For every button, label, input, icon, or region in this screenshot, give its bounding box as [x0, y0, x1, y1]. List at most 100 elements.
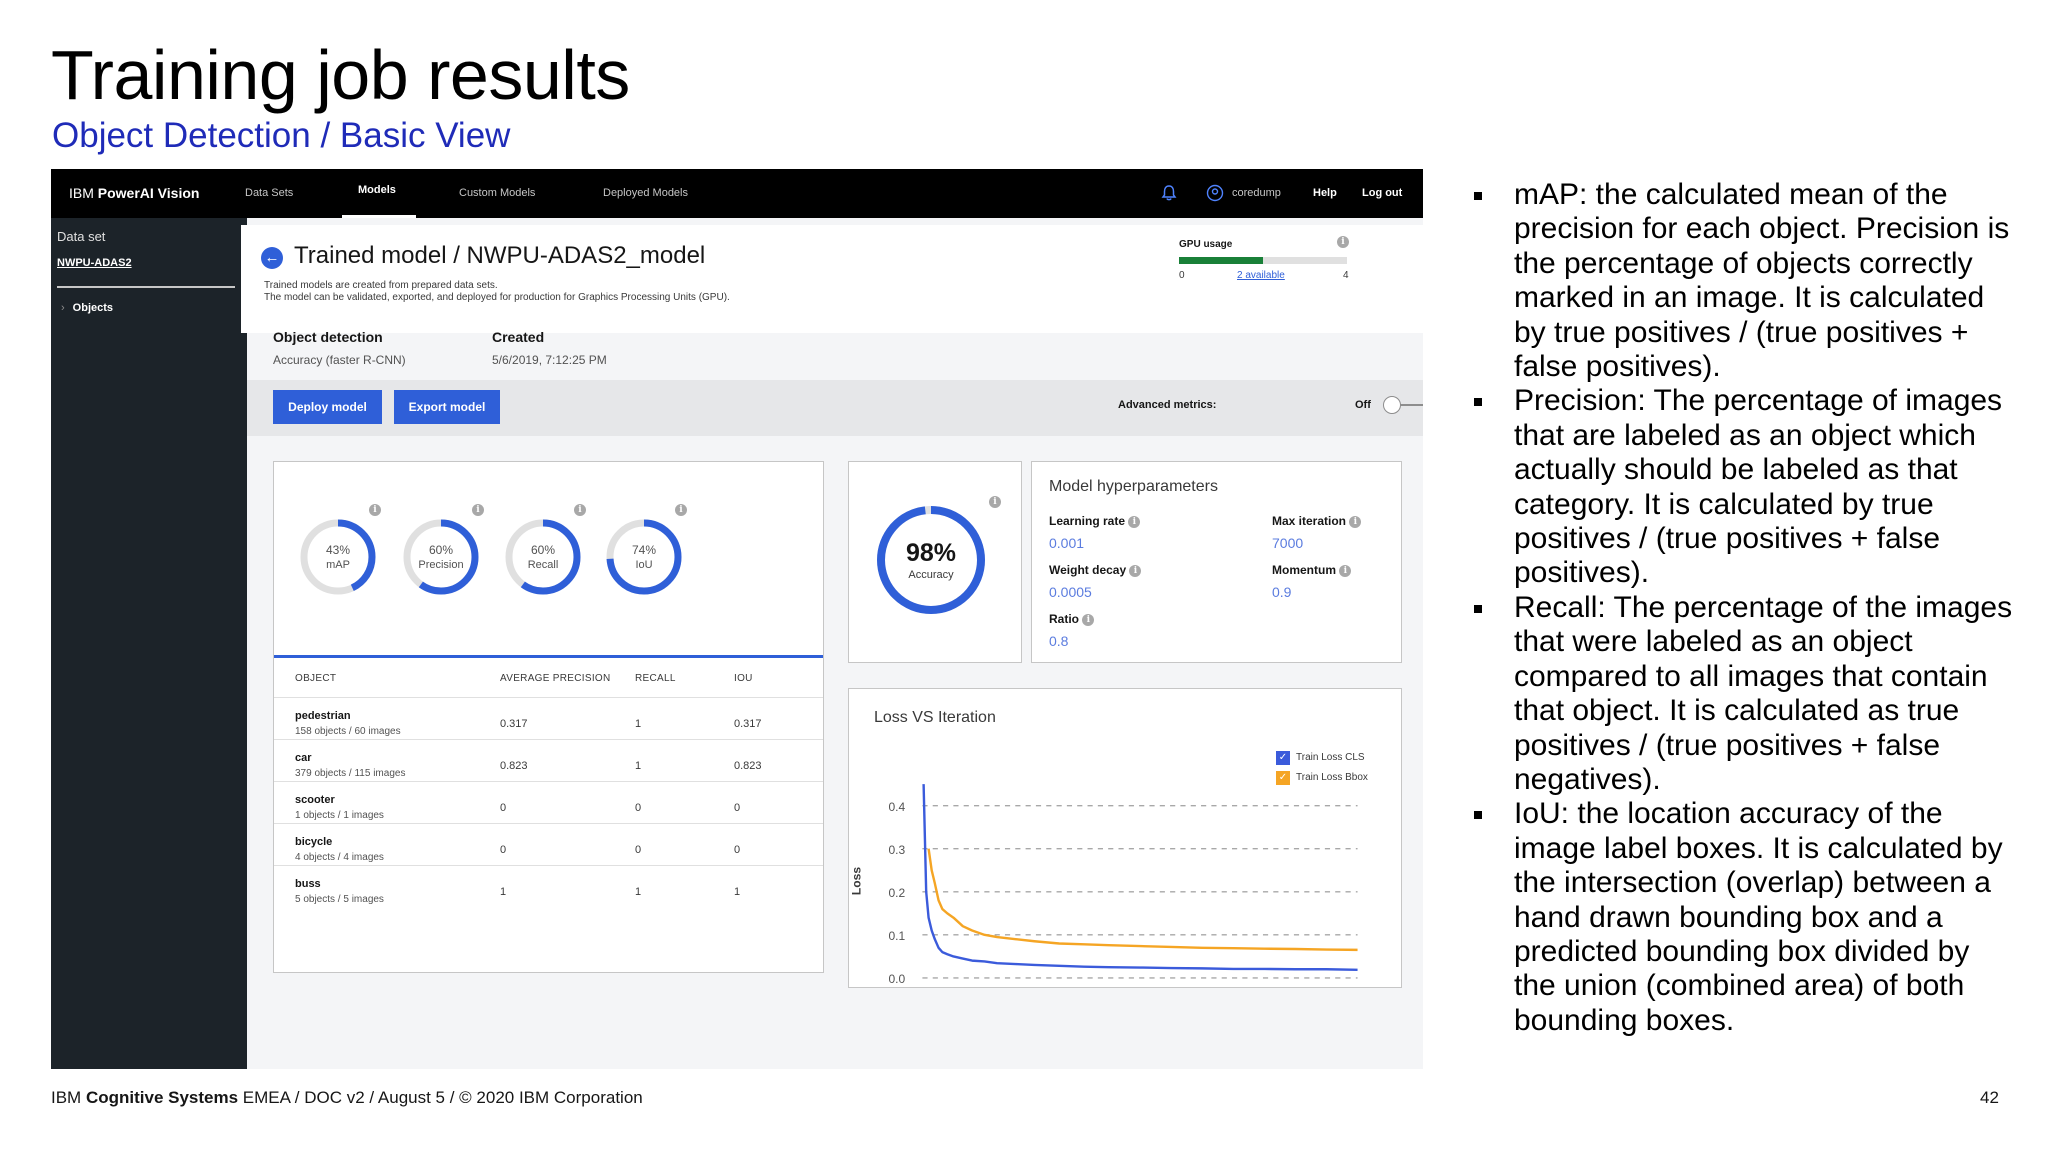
- row-iou: 0.317: [734, 718, 762, 730]
- checkbox-checked-icon: ✓: [1276, 751, 1290, 765]
- info-icon[interactable]: i: [675, 504, 687, 516]
- info-icon[interactable]: i: [1339, 564, 1352, 577]
- metric-label: mAP: [326, 559, 350, 571]
- accuracy-arc: [877, 506, 985, 614]
- definition-map: mAP: the calculated mean of the precisio…: [1474, 178, 2014, 384]
- row-counts: 158 objects / 60 images: [295, 726, 401, 737]
- model-description-line: The model can be validated, exported, an…: [264, 292, 730, 303]
- gpu-usage-label: GPU usage: [1179, 239, 1233, 250]
- info-icon[interactable]: i: [574, 504, 586, 516]
- gpu-available-link[interactable]: 2 available: [1237, 270, 1285, 281]
- footer-text: EMEA / DOC v2 / August 5 / © 2020 IBM Co…: [238, 1088, 643, 1107]
- sidebar: Data set NWPU-ADAS2 › Objects: [51, 218, 247, 1069]
- info-icon[interactable]: i: [1337, 236, 1349, 248]
- info-icon[interactable]: i: [1082, 613, 1095, 626]
- donut-ring: [300, 519, 376, 595]
- metric-value: 43%: [325, 543, 351, 557]
- table-header-object: OBJECT: [295, 673, 337, 684]
- legend-label: Train Loss CLS: [1296, 752, 1365, 763]
- nav-models[interactable]: Models: [342, 169, 416, 218]
- model-description-line: Trained models are created from prepared…: [264, 280, 498, 291]
- table-header-recall: RECALL: [635, 673, 676, 684]
- row-object: car: [295, 752, 312, 764]
- hyperparam-momentum: Momentum i 0.9: [1272, 563, 1352, 600]
- advanced-metrics-label: Advanced metrics:: [1118, 399, 1217, 411]
- hyperparam-label: Learning rate: [1049, 514, 1126, 528]
- row-counts: 1 objects / 1 images: [295, 810, 384, 821]
- definitions-list: mAP: the calculated mean of the precisio…: [1474, 178, 2014, 1038]
- row-average-precision: 0.823: [500, 760, 528, 772]
- legend-item-cls[interactable]: ✓ Train Loss CLS: [1276, 751, 1368, 771]
- footer-brand: IBM: [51, 1088, 82, 1107]
- row-recall: 1: [635, 760, 642, 772]
- deploy-model-button[interactable]: Deploy model: [273, 390, 382, 424]
- table-row[interactable]: bicycle 4 objects / 4 images 0 0 0: [274, 823, 823, 865]
- sidebar-dataset-label: Data set: [57, 229, 106, 244]
- nav-custom-models[interactable]: Custom Models: [459, 187, 536, 199]
- chart-title: Loss VS Iteration: [874, 709, 996, 726]
- row-iou: 1: [734, 886, 741, 898]
- logout-link[interactable]: Log out: [1362, 187, 1403, 199]
- user-avatar-icon[interactable]: [1206, 169, 1224, 218]
- loss-chart: 0.00.10.20.30.45001,0001,5002,0002,5003,…: [850, 784, 1358, 986]
- metric-label: Precision: [418, 559, 464, 571]
- app-brand[interactable]: IBM PowerAI Vision: [69, 185, 199, 201]
- donut-arc: [300, 519, 376, 595]
- hyperparam-label: Ratio: [1049, 612, 1079, 626]
- table-row[interactable]: pedestrian 158 objects / 60 images 0.317 1 0…: [274, 697, 823, 739]
- definition-precision: Precision: The percentage of images that…: [1474, 384, 2014, 590]
- sidebar-item-label: Objects: [72, 302, 114, 314]
- series-line-train-loss-cls: [922, 784, 1358, 971]
- created-value: 5/6/2019, 7:12:25 PM: [492, 353, 607, 367]
- row-counts: 4 objects / 4 images: [295, 852, 384, 863]
- hyperparam-value: 0.001: [1049, 535, 1085, 551]
- info-icon[interactable]: i: [989, 496, 1001, 508]
- metric-label: Recall: [527, 559, 559, 571]
- donut-ring: [606, 519, 682, 595]
- info-icon[interactable]: i: [472, 504, 484, 516]
- model-title: Trained model / NWPU-ADAS2_model: [294, 242, 706, 269]
- row-iou: 0.823: [734, 760, 762, 772]
- nav-deployed-models[interactable]: Deployed Models: [603, 187, 688, 199]
- sidebar-item-objects[interactable]: › Objects: [61, 302, 113, 314]
- top-navigation-bar: IBM PowerAI Vision Data Sets Models Cust…: [51, 169, 1423, 218]
- gpu-min: 0: [1179, 270, 1185, 281]
- table-row[interactable]: buss 5 objects / 5 images 1 1 1: [274, 865, 823, 907]
- row-counts: 5 objects / 5 images: [295, 894, 384, 905]
- bell-icon[interactable]: [1160, 169, 1178, 218]
- legend-item-bbox[interactable]: ✓ Train Loss Bbox: [1276, 771, 1368, 791]
- table-row[interactable]: car 379 objects / 115 images 0.823 1 0.823: [274, 739, 823, 781]
- gpu-usage-bar: [1179, 257, 1347, 264]
- slide-title: Training job results: [51, 36, 630, 114]
- back-arrow-icon[interactable]: ←: [261, 247, 283, 269]
- hyperparam-value: 7000: [1272, 535, 1304, 551]
- sidebar-divider: [57, 286, 235, 288]
- info-icon[interactable]: i: [1349, 515, 1362, 528]
- slide-subtitle: Object Detection / Basic View: [52, 116, 511, 155]
- export-model-button[interactable]: Export model: [394, 390, 500, 424]
- row-average-precision: 0: [500, 802, 507, 814]
- metric-donut-iou: 74% IoU: [594, 507, 694, 607]
- series-line-train-loss-bbox: [927, 848, 1358, 952]
- hyperparam-learning-rate: Learning rate i 0.001: [1049, 514, 1141, 551]
- hyperparameters-title: Model hyperparameters: [1049, 478, 1218, 495]
- metric-donut-precision: 60% Precision: [391, 507, 491, 607]
- y-tick-label: 0.1: [888, 929, 905, 943]
- info-icon[interactable]: i: [1129, 564, 1142, 577]
- chevron-right-icon: ›: [61, 302, 65, 314]
- model-description: Trained models are created from prepared…: [264, 280, 730, 304]
- info-icon[interactable]: i: [369, 504, 381, 516]
- hyperparam-value: 0.8: [1049, 633, 1069, 649]
- advanced-metrics-toggle[interactable]: [1383, 394, 1423, 416]
- sidebar-dataset-link[interactable]: NWPU-ADAS2: [57, 257, 132, 269]
- nav-data-sets[interactable]: Data Sets: [245, 187, 294, 199]
- table-header-iou: IOU: [734, 673, 753, 684]
- table-row[interactable]: scooter 1 objects / 1 images 0 0 0: [274, 781, 823, 823]
- toggle-knob: [1383, 396, 1401, 414]
- row-recall: 0: [635, 844, 642, 856]
- metric-donut-recall: 60% Recall: [493, 507, 593, 607]
- loss-chart-panel: Loss VS Iteration 0.00.10.20.30.45001,00…: [848, 688, 1402, 988]
- user-name[interactable]: coredump: [1232, 187, 1281, 199]
- info-icon[interactable]: i: [1128, 515, 1141, 528]
- help-link[interactable]: Help: [1313, 187, 1337, 199]
